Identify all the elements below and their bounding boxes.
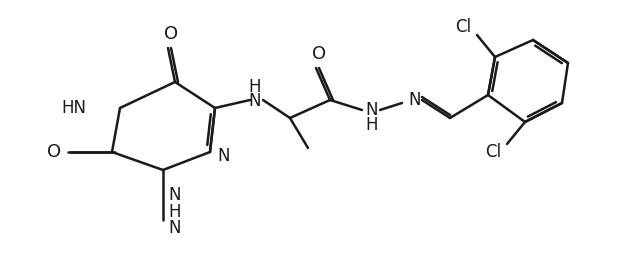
- Text: O: O: [312, 45, 326, 63]
- Text: Cl: Cl: [455, 18, 471, 36]
- Text: N: N: [365, 101, 378, 119]
- Text: N: N: [169, 219, 181, 237]
- Text: HN: HN: [61, 99, 86, 117]
- Text: H: H: [365, 116, 378, 134]
- Text: N: N: [169, 186, 181, 204]
- Text: O: O: [47, 143, 61, 161]
- Text: Cl: Cl: [485, 143, 501, 161]
- Text: N: N: [249, 92, 261, 110]
- Text: N: N: [218, 147, 230, 165]
- Text: H: H: [249, 78, 261, 96]
- Text: H: H: [169, 203, 181, 221]
- Text: N: N: [409, 91, 421, 109]
- Text: O: O: [164, 25, 178, 43]
